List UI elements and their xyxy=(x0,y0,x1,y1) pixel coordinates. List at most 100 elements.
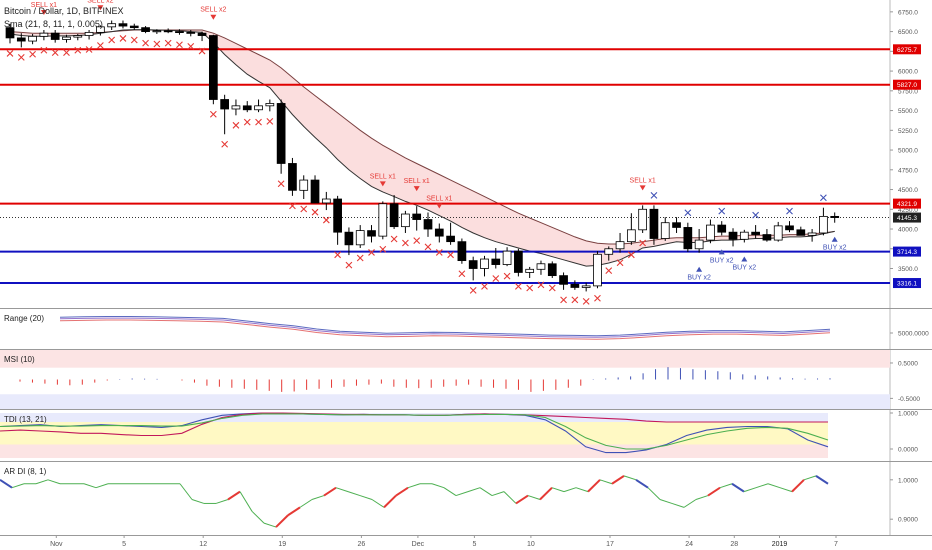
ardi-segment xyxy=(755,483,769,489)
buy-arrow xyxy=(741,256,748,262)
candle-up xyxy=(62,36,71,40)
sell-cross-marker xyxy=(627,251,635,259)
candle-up xyxy=(739,231,749,240)
ardi-segment xyxy=(539,486,553,501)
price-tick-label: 6500.0 xyxy=(898,29,918,36)
ardi-segment xyxy=(431,483,445,489)
candle-down xyxy=(751,231,760,235)
candle-down xyxy=(796,229,806,236)
ardi-segment xyxy=(587,479,601,493)
candle-down xyxy=(514,250,523,273)
ardi-segment xyxy=(743,487,757,493)
buy-cross-marker xyxy=(684,209,692,217)
candle-down xyxy=(242,105,252,111)
sell-cross-marker xyxy=(300,205,308,213)
candle-up xyxy=(581,285,591,288)
tdi-lower-zone xyxy=(0,444,828,458)
sell-cross-marker xyxy=(481,283,488,290)
candle-down xyxy=(683,227,693,250)
ardi-segment xyxy=(47,479,61,485)
candle-up xyxy=(152,30,162,33)
sell-cross-marker xyxy=(255,118,262,126)
ardi-segment xyxy=(0,478,13,489)
sell-signal-label: SELL x1 xyxy=(630,177,656,184)
ardi-segment xyxy=(467,487,481,493)
time-tick-label: Dec xyxy=(412,541,425,548)
sell-cross-marker xyxy=(232,121,240,129)
ardi-segment xyxy=(347,491,361,497)
time-tick-label: 28 xyxy=(730,541,738,548)
buy-arrow xyxy=(831,236,838,242)
ardi-segment xyxy=(299,499,313,508)
indicator-label: Sma (21, 8, 11, 1, 0.005) xyxy=(4,19,103,29)
sell-arrow xyxy=(379,181,386,187)
candle-down xyxy=(344,231,354,246)
candle-down xyxy=(412,213,422,220)
buy-signal-label: BUY x2 xyxy=(823,245,847,252)
level-label: 3714.3 xyxy=(897,249,917,256)
sell-signal-label: SELL x2 xyxy=(87,0,113,4)
sell-cross-marker xyxy=(390,235,398,243)
candle-up xyxy=(355,230,365,246)
ardi-segment xyxy=(179,483,193,500)
ardi-segment xyxy=(251,510,265,524)
tdi-pane-label: TDI (13, 21) xyxy=(4,415,47,424)
msi-tick-label: -0.5000 xyxy=(898,396,920,403)
price-tick-label: 5000.0 xyxy=(898,148,918,155)
ardi-segment xyxy=(287,506,301,517)
sell-cross-marker xyxy=(187,42,195,50)
ardi-segment xyxy=(491,491,505,497)
candle-up xyxy=(265,103,275,107)
ardi-segment xyxy=(671,502,685,508)
sell-cross-marker xyxy=(164,39,172,47)
ardi-segment xyxy=(311,495,325,500)
sell-cross-marker xyxy=(29,50,36,58)
ardi-segment xyxy=(95,483,109,489)
ardi-segment xyxy=(503,491,517,504)
candle-down xyxy=(118,23,128,27)
candle-up xyxy=(604,248,614,255)
msi-lower-zone xyxy=(0,394,890,409)
sell-cross-marker xyxy=(435,249,443,256)
sell-cross-marker xyxy=(221,140,229,148)
candle-down xyxy=(649,208,659,239)
candle-down xyxy=(288,163,297,191)
candle-down xyxy=(728,231,738,240)
sell-cross-marker xyxy=(277,180,285,188)
sell-cross-marker xyxy=(74,46,82,54)
level-label: 6275.7 xyxy=(897,47,917,54)
level-label: 5827.0 xyxy=(897,82,917,89)
ardi-segment xyxy=(323,486,337,497)
sell-cross-marker xyxy=(63,49,70,57)
ardi-pane-label: AR DI (8, 1) xyxy=(4,467,47,476)
candle-down xyxy=(367,230,376,237)
ardi-segment xyxy=(515,494,529,505)
msi-tick-label: 0.5000 xyxy=(898,360,918,367)
sell-cross-marker xyxy=(108,36,116,44)
candle-down xyxy=(468,260,478,269)
candle-up xyxy=(615,241,625,250)
time-tick-label: 5 xyxy=(472,541,476,548)
candle-down xyxy=(672,222,681,228)
candle-down xyxy=(16,37,26,42)
msi-upper-zone xyxy=(0,350,890,368)
price-tick-label: 4250.0 xyxy=(898,207,918,214)
candle-up xyxy=(593,253,602,287)
ardi-segment xyxy=(227,490,241,501)
candle-up xyxy=(480,258,489,269)
sell-arrow xyxy=(639,185,646,191)
sell-cross-marker xyxy=(198,47,206,55)
tdi-series-line xyxy=(0,413,829,450)
candle-down xyxy=(762,234,772,241)
price-tick-label: 3500.0 xyxy=(898,266,918,273)
candle-up xyxy=(73,35,83,38)
last-price-label: 4145.3 xyxy=(897,215,917,222)
sell-cross-marker xyxy=(594,294,601,302)
tdi-upper-zone xyxy=(0,413,828,422)
buy-cross-marker xyxy=(786,207,793,215)
sell-cross-marker xyxy=(130,36,138,44)
sell-cross-marker xyxy=(469,286,477,294)
ardi-segment xyxy=(11,483,25,489)
sell-signal-label: SELL x1 xyxy=(370,173,396,180)
